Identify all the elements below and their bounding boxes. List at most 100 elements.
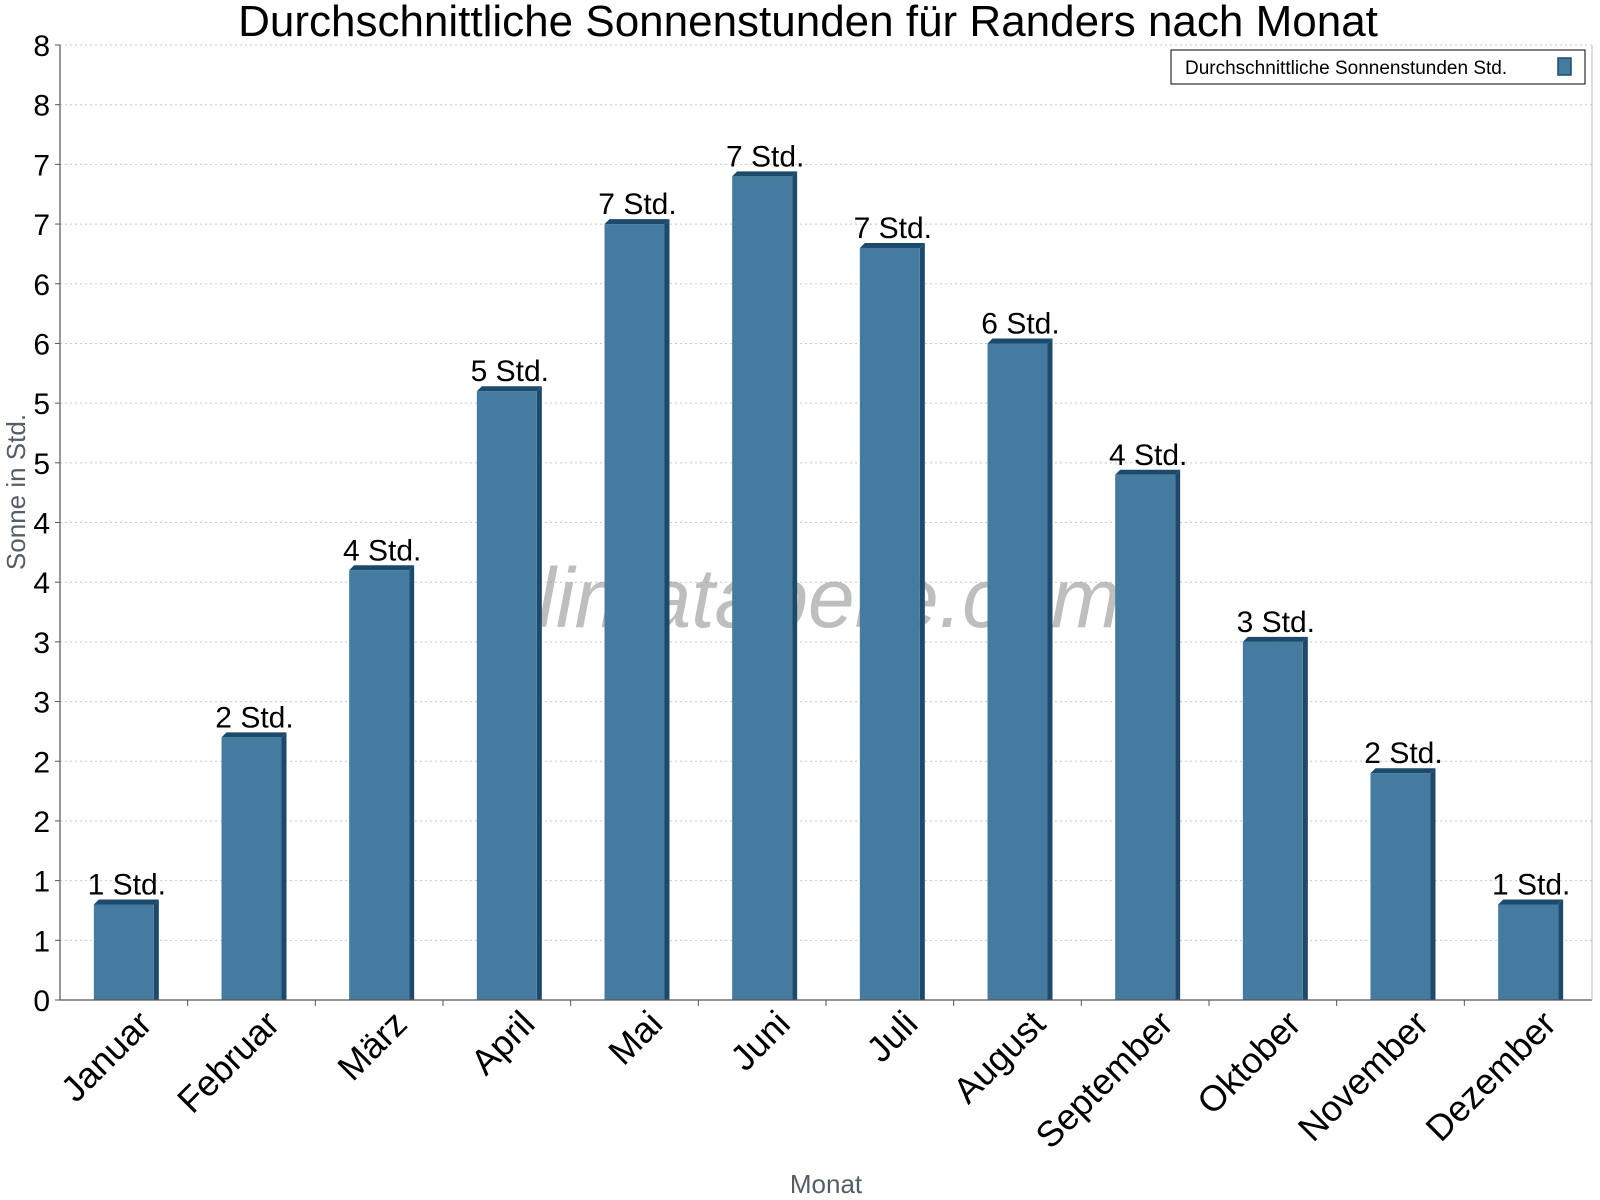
bar [1115, 469, 1181, 1000]
y-tick-label: 4 [33, 567, 50, 600]
x-tick-label: Juli [858, 1003, 925, 1070]
y-tick-label: 4 [33, 508, 50, 541]
y-tick-labels: 0 1 1 2 2 3 3 4 4 5 5 6 6 7 7 8 8 [33, 30, 50, 1018]
y-tick-label: 1 [33, 866, 50, 899]
bar-side [409, 565, 415, 1000]
y-axis-label: Sonne in Std. [1, 414, 31, 570]
bar-top [732, 171, 798, 177]
bar-top [859, 242, 925, 248]
bar-side [536, 386, 542, 1000]
data-label: 1 Std. [1492, 869, 1570, 902]
bar-top [987, 338, 1053, 344]
x-tick-label: Januar [53, 1003, 160, 1110]
bar-top [221, 732, 287, 738]
y-tick-label: 6 [33, 328, 50, 361]
y-tick-label: 2 [33, 746, 50, 779]
x-tick-label: Juni [722, 1003, 798, 1079]
bar-top [1498, 899, 1564, 905]
legend-entry: Durchschnittliche Sonnenstunden Std. [1185, 58, 1507, 79]
x-tick-label: Februar [169, 1003, 287, 1121]
bar-front [1498, 904, 1559, 1000]
bar-top [349, 565, 415, 571]
x-tick-label: November [1290, 1003, 1436, 1149]
y-tick-label: 5 [33, 388, 50, 421]
y-tick-label: 7 [33, 209, 50, 242]
bar [1370, 768, 1436, 1000]
x-tick-labels: Januar Februar März April Mai Juni Juli AugustS… [53, 1003, 1564, 1157]
legend-swatch [1557, 57, 1572, 76]
bar-top [93, 899, 159, 905]
bar-top [604, 219, 670, 225]
x-tick-label: März [329, 1003, 415, 1089]
x-tick-label: Dezember [1417, 1003, 1563, 1149]
data-label: 3 Std. [1237, 606, 1315, 639]
bar-front [1370, 773, 1431, 1000]
bar-side [153, 899, 159, 1000]
data-label: 1 Std. [88, 869, 166, 902]
bar [349, 565, 415, 1000]
bar-side [281, 732, 287, 1000]
y-tick-label: 7 [33, 149, 50, 182]
y-tick-label: 3 [33, 627, 50, 660]
data-labels: 1 Std. 2 Std. 4 Std. 5 Std. 7 Std. 7 Std. 7 St… [88, 140, 1571, 901]
data-label: 7 Std. [598, 188, 676, 221]
bar [987, 338, 1053, 1000]
data-label: 7 Std. [854, 212, 932, 245]
x-tick-label: August [945, 1003, 1053, 1111]
legend-box [1170, 49, 1586, 85]
bar-side [792, 171, 798, 1000]
bar-front [1242, 641, 1303, 1000]
bar-front [987, 343, 1048, 1000]
data-label: 6 Std. [981, 307, 1059, 340]
y-tick-label: 5 [33, 448, 50, 481]
bar-top [1115, 469, 1181, 475]
x-tick-label: April [463, 1003, 543, 1083]
legend: Durchschnittliche Sonnenstunden Std. [1170, 49, 1586, 85]
y-tick-label: 6 [33, 269, 50, 302]
bar [604, 219, 670, 1000]
y-tick-label: 8 [33, 90, 50, 123]
y-tick-label: 8 [33, 30, 50, 63]
bar-top [476, 386, 542, 392]
bar-front [604, 224, 665, 1000]
bar-front [221, 737, 282, 1000]
x-tick-label: Mai [600, 1003, 670, 1073]
bar-front [476, 391, 537, 1000]
axes [55, 44, 1593, 1006]
bar-front [349, 570, 410, 1000]
bar-side [919, 242, 925, 1000]
bar-front [732, 176, 793, 1000]
bar [1498, 899, 1564, 1000]
data-label: 2 Std. [215, 701, 293, 734]
bar [1242, 636, 1308, 1000]
data-label: 7 Std. [726, 140, 804, 173]
bar [476, 386, 542, 1000]
bar-top [1242, 636, 1308, 642]
bar-front [1115, 474, 1176, 1000]
chart-title: Durchschnittliche Sonnenstunden für Rand… [238, 0, 1378, 46]
bar-side [1047, 338, 1053, 1000]
bar-front [93, 904, 154, 1000]
x-tick-label: September [1027, 1003, 1181, 1157]
data-label: 4 Std. [1109, 439, 1187, 472]
bar [93, 899, 159, 1000]
x-tick-label: Oktober [1189, 1003, 1309, 1123]
bar [732, 171, 798, 1000]
bar-top [1370, 768, 1436, 774]
bar [859, 242, 925, 1000]
y-tick-label: 1 [33, 925, 50, 958]
bars [93, 171, 1564, 1000]
x-axis-label: Monat [790, 1169, 863, 1199]
bar-side [664, 219, 670, 1000]
bar-side [1558, 899, 1564, 1000]
data-label: 4 Std. [343, 534, 421, 567]
data-label: 2 Std. [1364, 737, 1442, 770]
bar [221, 732, 287, 1000]
bar-side [1430, 768, 1436, 1000]
bar-side [1302, 636, 1308, 1000]
y-tick-label: 3 [33, 687, 50, 720]
y-tick-label: 0 [33, 985, 50, 1018]
bar-side [1175, 469, 1181, 1000]
data-label: 5 Std. [471, 355, 549, 388]
